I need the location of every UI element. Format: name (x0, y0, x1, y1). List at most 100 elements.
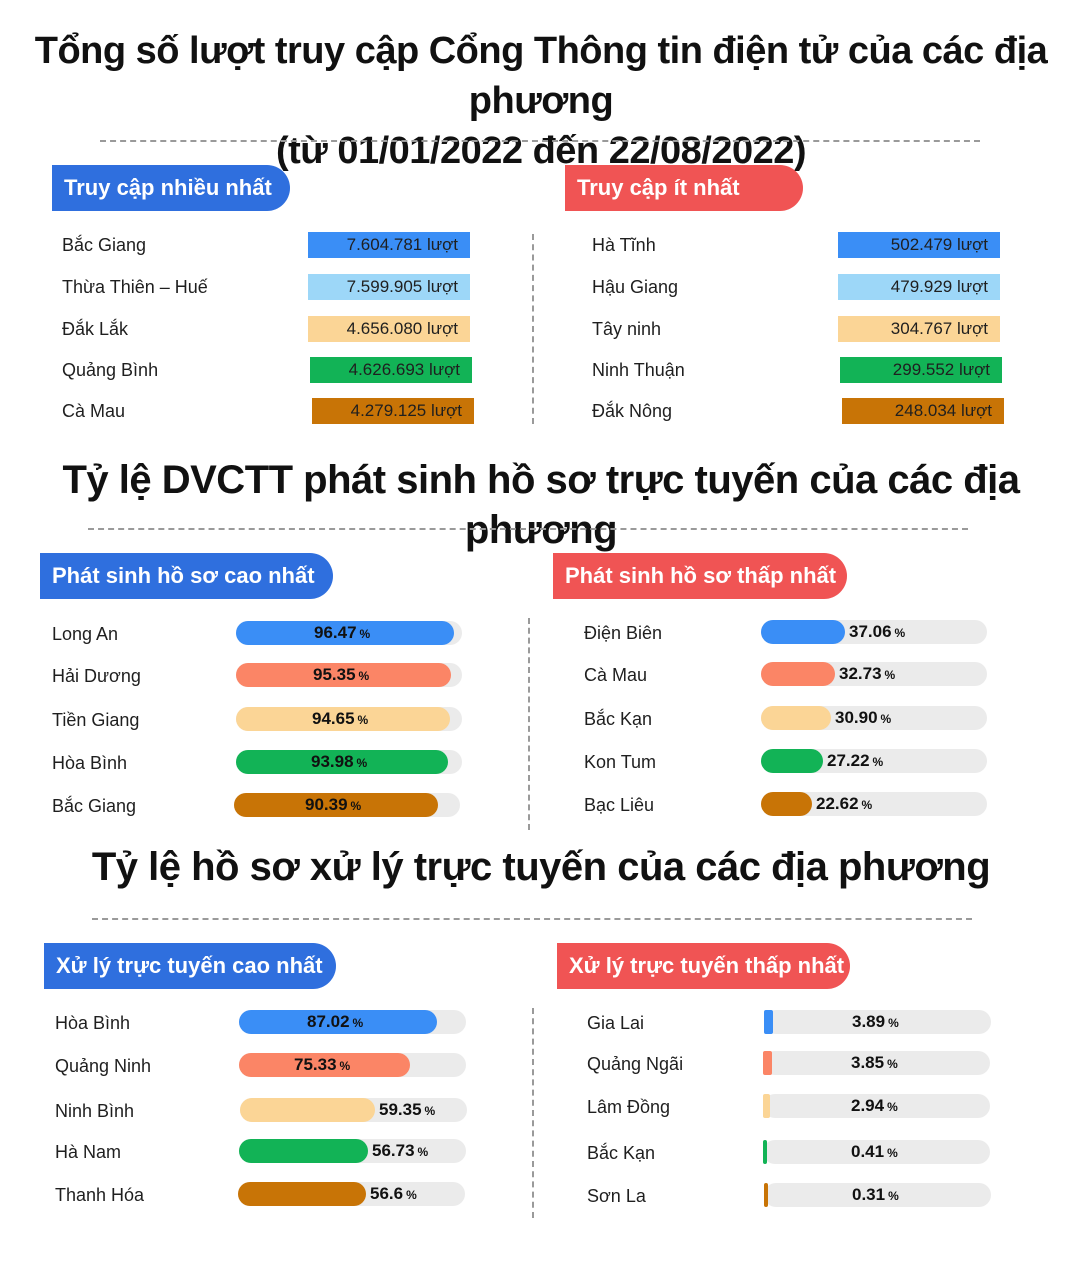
bar-track: 0.41% (763, 1140, 990, 1164)
category-label: Kon Tum (584, 752, 657, 772)
list-item: Hòa Bình (55, 1010, 130, 1036)
bar-fill (236, 663, 451, 687)
value-label: 94.65% (312, 707, 368, 732)
category-label: Hậu Giang (592, 277, 679, 297)
category-label: Hải Dương (52, 666, 141, 686)
value-number: 3.89 (852, 1012, 886, 1031)
list-item: Gia Lai (587, 1010, 644, 1036)
list-item: Sơn La (587, 1183, 646, 1209)
bar-fill (763, 1094, 770, 1118)
bar-track: 94.65% (236, 707, 462, 731)
value-label: 0.31% (852, 1183, 899, 1208)
list-item: Hà Nam (55, 1139, 121, 1165)
value-unit: % (888, 1189, 899, 1203)
value-unit: % (887, 1100, 898, 1114)
list-item: Tiền Giang (52, 707, 139, 733)
value-number: 75.33 (294, 1055, 337, 1074)
list-item: Hậu Giang (592, 274, 678, 300)
main-title: Tổng số lượt truy cập Cổng Thông tin điệ… (0, 26, 1082, 176)
category-label: Bắc Kạn (587, 1143, 656, 1163)
bar-track: 75.33% (239, 1053, 466, 1077)
divider (92, 918, 972, 920)
category-label: Ninh Bình (55, 1101, 135, 1121)
value-box: 4.656.080 lượt (308, 316, 470, 342)
value-unit: % (894, 626, 906, 640)
value-box: 248.034 lượt (842, 398, 1004, 424)
value-label: 93.98% (311, 750, 367, 775)
bar-track: 87.02% (239, 1010, 466, 1034)
bar-fill (236, 621, 454, 645)
value-unit: % (888, 1016, 899, 1030)
bar-fill (764, 1010, 773, 1034)
panel-header: Phát sinh hồ sơ cao nhất (40, 553, 333, 599)
list-item: Cà Mau (584, 662, 647, 688)
list-item: Long An (52, 621, 118, 647)
list-item: Đắk Lắk (62, 316, 128, 342)
value-label: 0.41% (851, 1140, 898, 1165)
value-number: 56.73 (372, 1141, 415, 1160)
list-item: Bắc Kạn (587, 1140, 655, 1166)
bar-fill (239, 1010, 437, 1034)
value-unit: % (339, 1059, 351, 1073)
bar-track: 27.22% (761, 749, 987, 773)
value-box: 479.929 lượt (838, 274, 1000, 300)
value-box: 299.552 lượt (840, 357, 1002, 383)
value-label: 59.35% (379, 1098, 435, 1123)
divider (88, 528, 968, 530)
value-label: 56.6% (370, 1182, 417, 1207)
category-label: Điện Biên (584, 623, 663, 643)
list-item: Thừa Thiên – Huế (62, 274, 208, 300)
panel-header: Phát sinh hồ sơ thấp nhất (553, 553, 847, 599)
value-unit: % (872, 755, 884, 769)
vertical-divider (532, 1008, 534, 1218)
value-label: 3.85% (851, 1051, 898, 1076)
value-number: 30.90 (835, 708, 878, 727)
category-label: Quảng Ngãi (587, 1054, 684, 1074)
bar-fill (238, 1182, 366, 1206)
list-item: Tây ninh (592, 316, 661, 342)
category-label: Bắc Giang (52, 796, 137, 816)
list-item: Hà Tĩnh (592, 232, 656, 258)
list-item: Quảng Ngãi (587, 1051, 683, 1077)
divider (100, 140, 980, 142)
value-number: 94.65 (312, 709, 355, 728)
value-label: 27.22% (827, 749, 883, 774)
value-unit: % (406, 1188, 417, 1202)
list-item: Lâm Đồng (587, 1094, 670, 1120)
bar-track: 2.94% (763, 1094, 990, 1118)
bar-track: 37.06% (761, 620, 987, 644)
list-item: Quảng Bình (62, 357, 158, 383)
list-item: Hải Dương (52, 663, 141, 689)
section-title-dvctt: Tỷ lệ DVCTT phát sinh hồ sơ trực tuyến c… (62, 458, 1020, 552)
list-item: Hòa Bình (52, 750, 127, 776)
value-box: 502.479 lượt (838, 232, 1000, 258)
list-item: Bạc Liêu (584, 792, 654, 818)
vertical-divider (532, 234, 534, 424)
bar-track: 56.73% (239, 1139, 466, 1163)
value-box: 4.626.693 lượt (310, 357, 472, 383)
value-unit: % (352, 1016, 364, 1030)
value-unit: % (417, 1145, 429, 1159)
panel-header: Truy cập ít nhất (565, 165, 803, 211)
category-label: Thanh Hóa (55, 1185, 145, 1205)
bar-track: 22.62% (761, 792, 987, 816)
bar-track: 0.31% (764, 1183, 991, 1207)
category-label: Cà Mau (584, 665, 648, 685)
list-item: Bắc Kạn (584, 706, 652, 732)
value-label: 3.89% (852, 1010, 899, 1035)
list-item: Kon Tum (584, 749, 656, 775)
value-unit: % (356, 756, 368, 770)
list-item: Bắc Giang (62, 232, 146, 258)
value-label: 96.47% (314, 621, 370, 646)
category-label: Sơn La (587, 1186, 646, 1206)
value-label: 37.06% (849, 620, 905, 645)
section-title-xu-ly: Tỷ lệ hồ sơ xử lý trực tuyến của các địa… (91, 845, 991, 889)
bar-track: 32.73% (761, 662, 987, 686)
category-label: Thừa Thiên – Huế (62, 277, 208, 297)
list-item: Quảng Ninh (55, 1053, 151, 1079)
list-item: Thanh Hóa (55, 1182, 144, 1208)
value-label: 87.02% (307, 1010, 363, 1035)
bar-track: 95.35% (236, 663, 462, 687)
value-box: 304.767 lượt (838, 316, 1000, 342)
category-label: Cà Mau (62, 401, 126, 421)
